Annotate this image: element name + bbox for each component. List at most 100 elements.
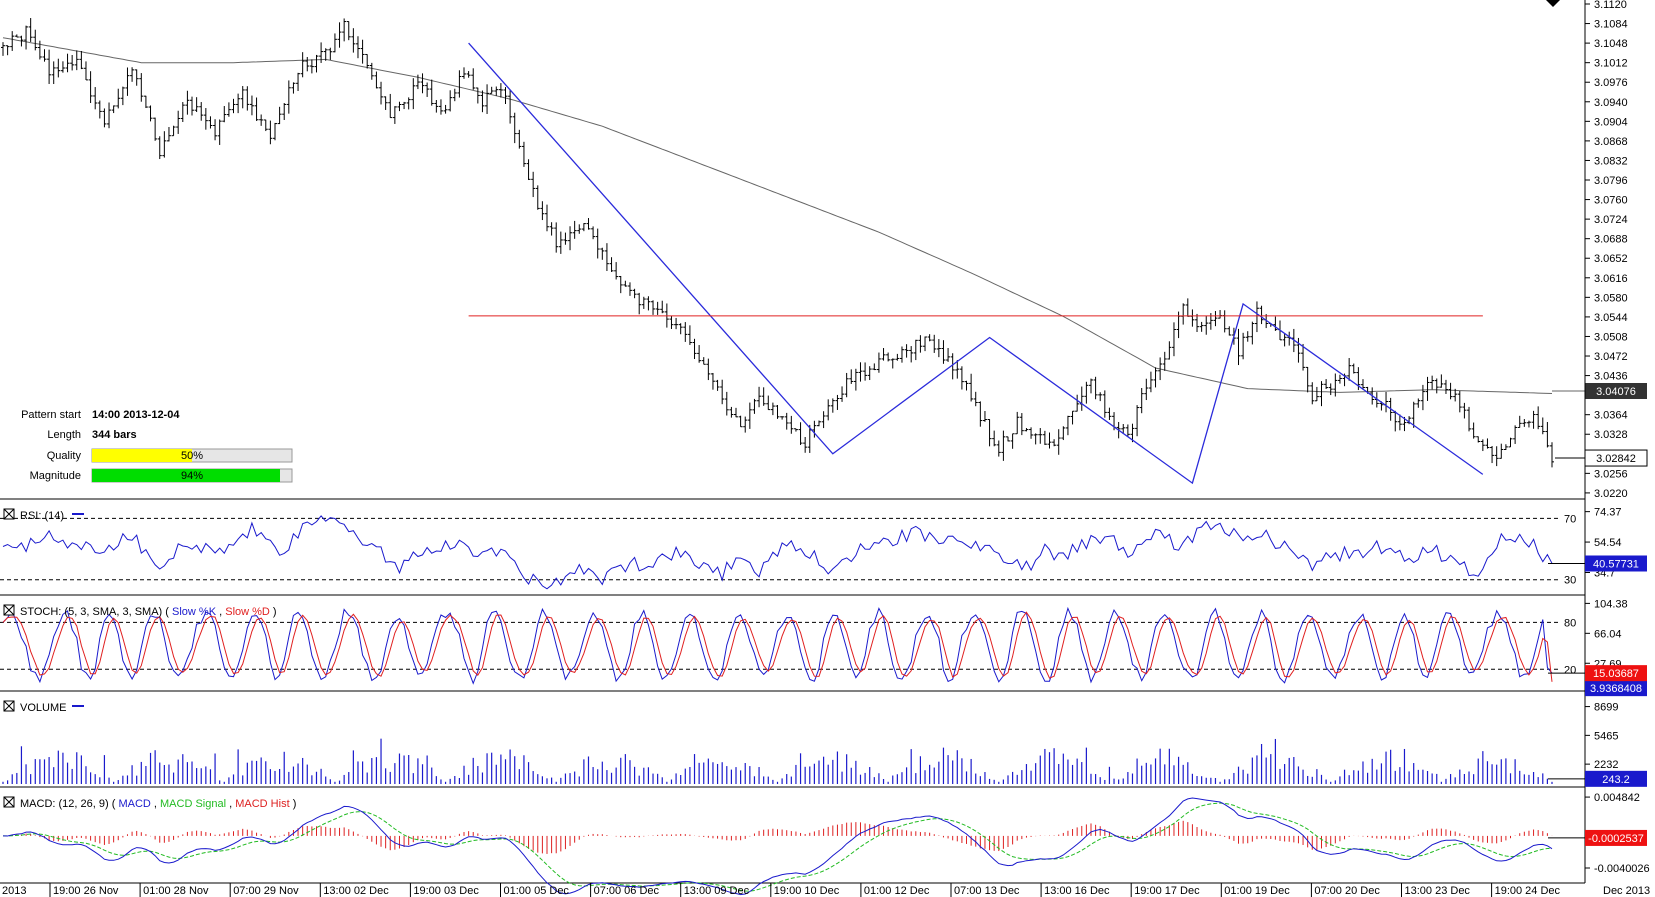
price-tick-label: 3.0976 xyxy=(1594,77,1628,89)
price-bar xyxy=(259,114,264,126)
price-bar xyxy=(93,87,98,110)
price-bar xyxy=(199,102,204,121)
rsi-level-label: 70 xyxy=(1564,513,1576,525)
price-bar xyxy=(19,35,24,47)
price-bar xyxy=(1360,379,1365,390)
price-bar xyxy=(1337,374,1342,384)
stoch-k-badge-text: 15.03687 xyxy=(1593,668,1639,680)
price-bar xyxy=(1241,332,1246,360)
macd-tick-label: -0.0040026 xyxy=(1594,863,1650,875)
price-bar xyxy=(923,336,928,352)
pattern-start-label: Pattern start xyxy=(21,409,81,421)
price-bar xyxy=(300,52,305,78)
price-bar xyxy=(83,61,88,81)
price-bar xyxy=(1042,430,1047,445)
price-bar xyxy=(830,398,835,413)
price-bar xyxy=(1536,406,1541,430)
price-tick-label: 3.1048 xyxy=(1594,38,1628,50)
macd-tick-label: 0.004842 xyxy=(1594,792,1640,804)
price-bar xyxy=(1287,331,1292,346)
price-bar xyxy=(1047,432,1052,449)
price-bar xyxy=(503,87,508,104)
price-bar xyxy=(946,347,951,362)
price-bar xyxy=(697,345,702,363)
pattern-layer xyxy=(468,42,1484,485)
price-bar xyxy=(388,93,393,119)
price-bar xyxy=(637,292,642,315)
price-bar xyxy=(425,82,430,97)
price-bar xyxy=(1038,428,1043,444)
stoch-level-label: 80 xyxy=(1564,617,1576,629)
price-bar xyxy=(1052,439,1057,447)
volume-badge-text: 243.2 xyxy=(1602,774,1630,786)
macd-legend-signal: MACD Signal xyxy=(160,798,226,810)
price-bar xyxy=(738,415,743,428)
price-bar xyxy=(1195,313,1200,332)
time-axis-label: 19:00 03 Dec xyxy=(413,885,479,897)
price-bar xyxy=(171,125,176,137)
price-bar xyxy=(540,201,545,221)
time-axis-label: 19:00 24 Dec xyxy=(1495,885,1561,897)
macd-signal-line xyxy=(3,802,1553,892)
price-bar xyxy=(729,406,734,418)
price-bar xyxy=(180,102,185,122)
price-bar xyxy=(586,218,591,230)
stoch-legend-sep: , xyxy=(219,606,225,618)
price-bar xyxy=(1448,382,1453,400)
price-bar xyxy=(346,21,351,41)
price-bar xyxy=(526,159,531,181)
price-bar xyxy=(1001,430,1006,461)
price-bar xyxy=(651,300,656,315)
price-bar xyxy=(263,119,268,132)
price-bar xyxy=(1411,401,1416,428)
pattern-length-value: 344 bars xyxy=(92,429,137,441)
price-bar xyxy=(5,45,10,56)
price-tick-label: 3.0436 xyxy=(1594,371,1628,383)
price-bar xyxy=(355,36,360,59)
price-bar xyxy=(577,224,582,234)
macd-lines-layer xyxy=(2,797,1553,896)
price-bar xyxy=(143,95,148,109)
pattern-info: Pattern start 14:00 2013-12-04 Length 34… xyxy=(21,409,293,483)
price-bar xyxy=(1273,316,1278,331)
price-bar xyxy=(1079,386,1084,411)
price-bar xyxy=(342,18,347,42)
time-axis-label: 13:00 09 Dec xyxy=(684,885,750,897)
price-bar xyxy=(1070,410,1075,425)
price-bar xyxy=(116,88,121,109)
price-tick-label: 3.0256 xyxy=(1594,468,1628,480)
price-bar xyxy=(1093,376,1098,400)
price-bar xyxy=(471,68,476,90)
price-bar xyxy=(1499,443,1504,459)
macd-toggle-cross-icon xyxy=(3,796,15,808)
panel-menu-icon[interactable] xyxy=(1546,0,1560,7)
price-bar xyxy=(157,136,162,160)
price-bar xyxy=(10,31,15,51)
price-bar xyxy=(1139,387,1144,414)
stoch-legend-d: Slow %D xyxy=(225,606,270,618)
price-bar xyxy=(268,120,273,145)
price-bar xyxy=(816,420,821,427)
ma-badge-text: 3.04076 xyxy=(1596,386,1636,398)
price-bar xyxy=(724,391,729,416)
rsi-badge-box xyxy=(1585,555,1647,572)
price-bar xyxy=(1075,394,1080,412)
price-bar xyxy=(240,86,245,109)
time-axis-label: 13:00 16 Dec xyxy=(1044,885,1110,897)
macd-legend-sep: , xyxy=(154,798,160,810)
price-bar xyxy=(231,98,236,114)
time-axis-label: 19:00 10 Dec xyxy=(774,885,840,897)
price-bar xyxy=(1430,375,1435,390)
price-bar xyxy=(858,362,863,382)
rsi-title: RSI: (14) xyxy=(20,510,64,522)
price-bar xyxy=(936,339,941,358)
price-bar xyxy=(1420,384,1425,411)
price-bar xyxy=(969,373,974,402)
price-bar xyxy=(323,48,328,61)
price-bar xyxy=(784,412,789,430)
price-bar xyxy=(517,129,522,149)
price-bar xyxy=(452,88,457,102)
price-bar xyxy=(1010,433,1015,449)
moving-average-layer xyxy=(2,37,1553,394)
